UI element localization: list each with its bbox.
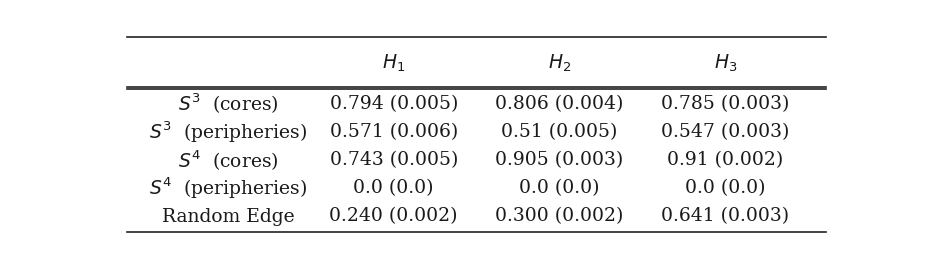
Text: 0.91 (0.002): 0.91 (0.002) xyxy=(667,151,783,169)
Text: 0.547 (0.003): 0.547 (0.003) xyxy=(661,123,790,142)
Text: 0.300 (0.002): 0.300 (0.002) xyxy=(496,207,624,226)
Text: 0.794 (0.005): 0.794 (0.005) xyxy=(329,95,458,113)
Text: 0.641 (0.003): 0.641 (0.003) xyxy=(661,207,790,226)
Text: $\mathit{H}_1$: $\mathit{H}_1$ xyxy=(382,53,405,74)
Text: 0.743 (0.005): 0.743 (0.005) xyxy=(329,151,458,169)
Text: $\mathit{H}_3$: $\mathit{H}_3$ xyxy=(713,53,737,74)
Text: $\mathit{H}_2$: $\mathit{H}_2$ xyxy=(548,53,571,74)
Text: $\mathit{S}^3$  (cores): $\mathit{S}^3$ (cores) xyxy=(178,92,278,117)
Text: 0.0 (0.0): 0.0 (0.0) xyxy=(519,180,600,197)
Text: Random Edge: Random Edge xyxy=(162,207,294,226)
Text: 0.905 (0.003): 0.905 (0.003) xyxy=(496,151,624,169)
Text: 0.0 (0.0): 0.0 (0.0) xyxy=(685,180,765,197)
Text: $\mathit{S}^4$  (peripheries): $\mathit{S}^4$ (peripheries) xyxy=(149,176,307,201)
Text: $\mathit{S}^4$  (cores): $\mathit{S}^4$ (cores) xyxy=(178,148,278,173)
Text: 0.0 (0.0): 0.0 (0.0) xyxy=(353,180,434,197)
Text: 0.51 (0.005): 0.51 (0.005) xyxy=(501,123,618,142)
Text: 0.571 (0.006): 0.571 (0.006) xyxy=(329,123,458,142)
Text: $\mathit{S}^3$  (peripheries): $\mathit{S}^3$ (peripheries) xyxy=(149,120,307,145)
Text: 0.240 (0.002): 0.240 (0.002) xyxy=(329,207,458,226)
Text: 0.785 (0.003): 0.785 (0.003) xyxy=(661,95,790,113)
Text: 0.806 (0.004): 0.806 (0.004) xyxy=(496,95,624,113)
